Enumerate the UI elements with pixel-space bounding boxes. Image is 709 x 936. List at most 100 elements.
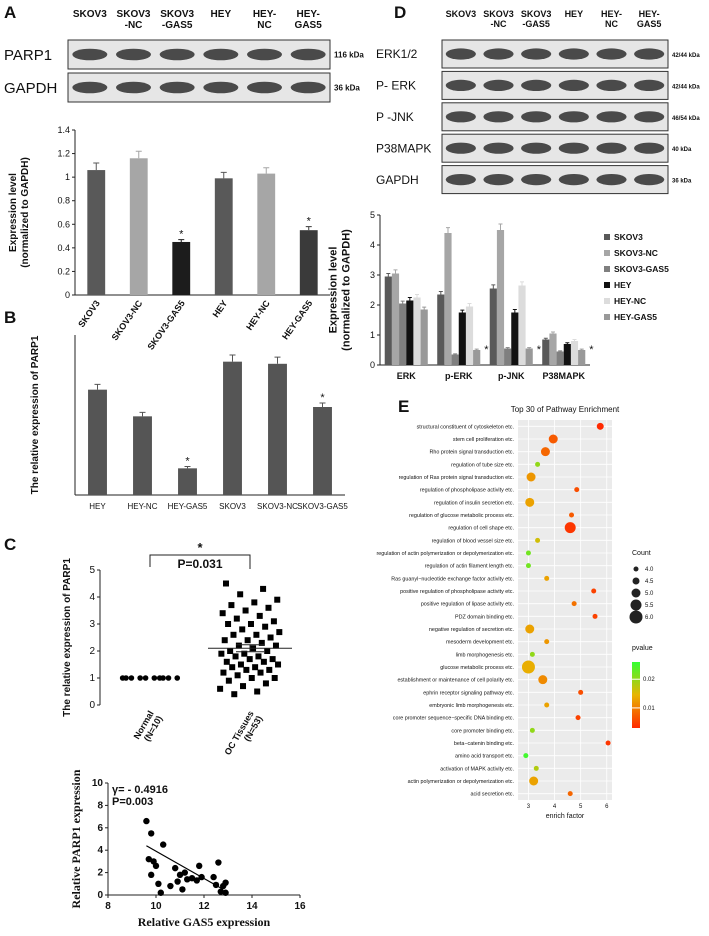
data-point (270, 618, 277, 625)
x-tick-label: SKOV3-NC (257, 502, 298, 511)
blot-band (483, 48, 514, 60)
data-point (257, 669, 264, 676)
data-point (165, 675, 172, 681)
y-tick-label: Ras guanyl−nucleotide exchange factor ac… (391, 576, 514, 582)
y-tick-label: Rho protein signal transduction etc. (429, 450, 514, 456)
x-tick-label: HEY (89, 502, 106, 511)
y-tick-label: 0 (65, 290, 70, 300)
x-tick-label: SKOV3-GAS5 (297, 502, 348, 511)
y-tick-label: 3 (89, 619, 95, 630)
blot-band (596, 48, 627, 60)
blot-strip (441, 133, 669, 163)
blot-column-label-line: HEY (211, 9, 232, 20)
significance-mark: * (179, 229, 184, 241)
blot-row-label: PARP1 (4, 47, 52, 64)
blot-column-label: SKOV3 -GAS5 (160, 9, 194, 31)
bar (172, 241, 191, 295)
data-point (266, 666, 273, 673)
bar (578, 350, 586, 365)
data-point (155, 880, 162, 887)
bar (473, 350, 481, 365)
bubble (535, 537, 541, 543)
error-bar (178, 239, 185, 242)
blot-band (596, 142, 627, 154)
y-axis-label-line: (normalized to GAPDH) (20, 157, 31, 268)
blot-column-label: HEY-NC (253, 9, 276, 31)
panel-label: B (4, 308, 16, 327)
bar (542, 339, 550, 365)
blot-band (596, 79, 627, 91)
data-point (157, 889, 164, 896)
error-bar (93, 162, 100, 171)
blot-band (290, 48, 326, 61)
data-point (264, 648, 271, 654)
blot-band (634, 174, 665, 186)
blot-column-label-line: SKOV3 (446, 9, 477, 19)
y-axis-label-line: Expression level (8, 173, 19, 252)
plot-background (518, 420, 612, 800)
y-tick-label: 0.2 (57, 266, 70, 276)
data-point (274, 596, 281, 603)
y-tick-label: regulation of blood vessel size etc. (432, 538, 514, 544)
data-point (265, 604, 272, 611)
error-bar (572, 339, 577, 341)
bar (420, 309, 428, 365)
bar (313, 407, 332, 495)
blot-column-label-line: HEY- (296, 9, 319, 20)
data-point (246, 656, 253, 663)
blot-row-label: P38MAPK (376, 141, 431, 155)
y-tick-label: 1.2 (57, 149, 70, 159)
data-point (218, 650, 225, 657)
x-tick-label: 8 (105, 901, 111, 912)
significance-mark: * (589, 344, 594, 356)
y-tick-label: 5 (370, 210, 375, 220)
bubble (569, 512, 575, 518)
panel-label: A (4, 3, 16, 22)
error-bar (407, 297, 412, 301)
blot-column-label-line: HEY- (639, 9, 660, 19)
data-point (271, 675, 278, 681)
colorbar (632, 662, 640, 728)
bubble (544, 702, 550, 708)
bubble (525, 550, 531, 556)
bubble (591, 588, 597, 594)
bubble (538, 675, 548, 685)
blot-size-label: 40 kDa (672, 147, 692, 153)
bubble (578, 689, 584, 695)
blot-column-label: SKOV3 (73, 9, 107, 20)
blot-band (116, 81, 151, 94)
bubble (575, 715, 581, 721)
x-tick-label: HEY-NC (244, 298, 272, 332)
bubble (571, 601, 577, 607)
blot-row-label: P- ERK (376, 79, 416, 93)
y-axis-label: The relative expression of PARP1 (30, 335, 41, 494)
data-point (148, 830, 155, 837)
data-point (142, 675, 149, 681)
blot-strip (67, 39, 331, 70)
bubble (533, 765, 539, 771)
legend-swatch (604, 314, 610, 320)
bubble (529, 651, 535, 657)
y-axis-label-line: Relative PARP1 expression (69, 769, 83, 908)
blot-column-label: SKOV3 -GAS5 (521, 9, 552, 29)
bubble (574, 487, 580, 493)
bar (87, 170, 106, 295)
data-point (225, 677, 232, 684)
data-point (239, 626, 246, 633)
data-point (243, 666, 250, 673)
error-bar (505, 347, 510, 349)
blot-strip (441, 102, 669, 132)
blot-band (558, 48, 589, 60)
legend-label: HEY (614, 280, 632, 290)
blot-column-label-line: NC (605, 19, 618, 29)
blot-column-label-line: -GAS5 (522, 19, 550, 29)
data-point (128, 675, 135, 681)
blot-band (483, 111, 514, 123)
data-point (231, 691, 238, 698)
blot-band (445, 142, 476, 154)
blot-band (521, 174, 552, 186)
colorbar-tick-label: 0.01 (643, 706, 655, 712)
blot-column-label-line: GAS5 (295, 20, 323, 31)
bubble (592, 613, 598, 619)
bar (406, 300, 414, 365)
